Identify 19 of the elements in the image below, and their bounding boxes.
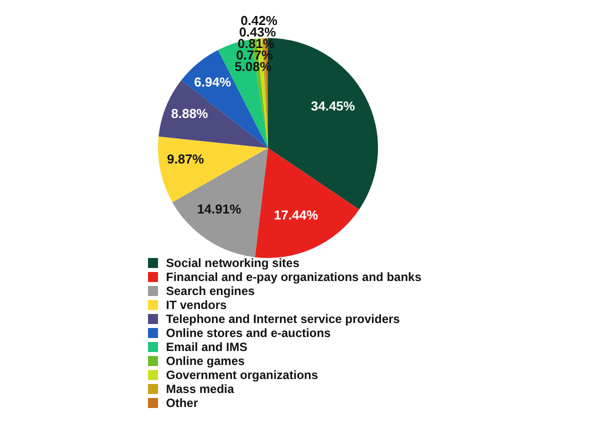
legend-label: Search engines [166, 284, 255, 298]
legend-label: Other [166, 396, 198, 410]
legend-label: Online stores and e-auctions [166, 326, 331, 340]
data-label: 9.87% [167, 152, 204, 167]
legend-label: Telephone and Internet service providers [166, 312, 400, 326]
legend-label: IT vendors [166, 298, 227, 312]
legend-label: Email and IMS [166, 340, 248, 354]
data-label: 6.94% [194, 74, 232, 90]
legend-label: Financial and e-pay organizations and banks [166, 270, 422, 284]
pie-slice [158, 136, 268, 202]
legend-label: Mass media [166, 382, 234, 396]
data-label: 14.91% [197, 201, 242, 216]
data-label: 17.44% [274, 208, 318, 223]
data-label: 34.45% [310, 98, 356, 114]
legend-label: Government organizations [166, 368, 318, 382]
data-label: 8.88% [171, 106, 208, 121]
legend-label: Online games [166, 354, 245, 368]
pie-slice [254, 148, 360, 258]
legend-label: Social networking sites [166, 256, 300, 270]
